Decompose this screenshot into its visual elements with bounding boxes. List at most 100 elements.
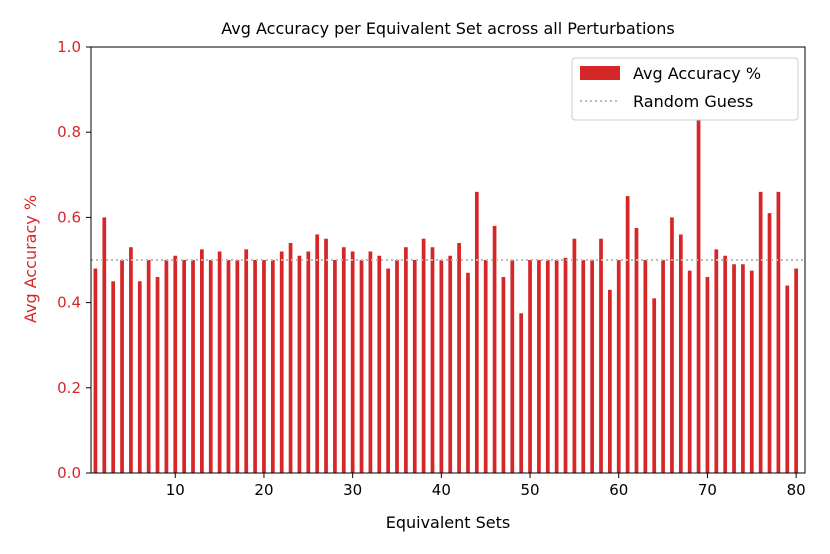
bar	[696, 98, 701, 474]
bar	[208, 260, 213, 473]
legend-label-random-guess: Random Guess	[633, 92, 753, 111]
x-tick-label: 50	[520, 481, 539, 499]
bar	[616, 260, 621, 473]
bar	[430, 247, 435, 473]
bar	[315, 234, 320, 473]
y-tick-label: 0.6	[57, 208, 81, 226]
bar	[359, 260, 364, 473]
legend-swatch-accuracy	[580, 66, 620, 80]
bar	[333, 260, 337, 473]
bar	[599, 238, 603, 473]
bar	[270, 260, 275, 473]
bar	[111, 281, 116, 473]
bar	[386, 268, 390, 473]
bar	[723, 255, 728, 473]
bar	[661, 260, 665, 473]
bar	[678, 234, 683, 473]
bar	[129, 247, 133, 473]
bar	[457, 242, 461, 473]
bar	[146, 260, 151, 473]
bar	[643, 260, 648, 473]
bar	[182, 260, 186, 473]
bar	[625, 196, 630, 473]
bar	[155, 277, 160, 473]
bar	[492, 225, 497, 473]
bar	[288, 242, 293, 473]
bar	[590, 260, 594, 473]
bar	[794, 268, 798, 473]
y-axis-label: Avg Accuracy %	[21, 195, 40, 323]
bar	[767, 213, 772, 473]
bar	[164, 260, 169, 473]
bar	[279, 251, 284, 473]
legend-label-accuracy: Avg Accuracy %	[633, 64, 761, 83]
x-tick-label: 30	[343, 481, 362, 499]
bar	[714, 249, 719, 473]
x-tick-label: 70	[698, 481, 717, 499]
bar	[732, 264, 736, 473]
bar	[581, 260, 586, 473]
bar	[554, 260, 559, 473]
bar	[350, 251, 355, 473]
legend-box	[571, 57, 799, 121]
bar	[448, 255, 453, 473]
bar	[652, 298, 657, 473]
bar	[776, 191, 781, 473]
bar	[262, 260, 266, 473]
chart-title: Avg Accuracy per Equivalent Set across a…	[221, 19, 674, 38]
x-tick-label: 20	[254, 481, 273, 499]
plot-frame	[90, 46, 806, 474]
bar	[395, 260, 399, 473]
bar	[670, 217, 674, 473]
bar	[501, 277, 506, 473]
bar	[474, 191, 479, 473]
bar	[421, 238, 426, 473]
axes-group: 0.0 0.2 0.4 0.6 0.8 1.0 10 20 30 40 50 60 70 80	[57, 38, 806, 499]
x-tick-label: 60	[609, 481, 628, 499]
bar	[749, 270, 754, 473]
legend: Avg Accuracy % Random Guess	[571, 57, 799, 121]
bar	[510, 260, 515, 473]
bar	[200, 249, 204, 473]
bar	[297, 255, 302, 473]
y-tick-label: 0.0	[57, 464, 81, 482]
bar	[217, 251, 222, 473]
bar	[785, 285, 790, 473]
bar	[412, 260, 417, 473]
y-tick-label: 0.2	[57, 379, 81, 397]
bar	[377, 255, 382, 473]
bar	[173, 255, 178, 473]
bars-group	[93, 98, 798, 474]
bar	[687, 270, 692, 473]
bar	[519, 313, 524, 473]
y-tick-label: 0.4	[57, 294, 81, 312]
bar	[483, 260, 488, 473]
bar	[528, 260, 532, 473]
y-tick-label: 0.8	[57, 123, 81, 141]
bar	[235, 260, 240, 473]
bar	[244, 249, 249, 473]
bar	[466, 272, 470, 473]
bar	[191, 260, 195, 473]
bar	[705, 277, 710, 473]
bar	[226, 260, 231, 473]
bar	[741, 264, 745, 473]
bar	[537, 260, 541, 473]
bar	[306, 251, 311, 473]
bar	[439, 260, 444, 473]
bar	[758, 191, 763, 473]
bar	[93, 268, 98, 473]
bar	[253, 260, 257, 473]
bar	[404, 247, 408, 473]
bar	[368, 251, 373, 473]
bar	[137, 281, 142, 473]
bar	[572, 238, 577, 473]
bar	[102, 217, 107, 473]
x-tick-label: 80	[787, 481, 806, 499]
x-tick-label: 40	[432, 481, 451, 499]
x-axis-label: Equivalent Sets	[386, 513, 511, 532]
y-tick-label: 1.0	[57, 38, 81, 56]
bar	[563, 257, 568, 473]
bar	[545, 260, 550, 473]
